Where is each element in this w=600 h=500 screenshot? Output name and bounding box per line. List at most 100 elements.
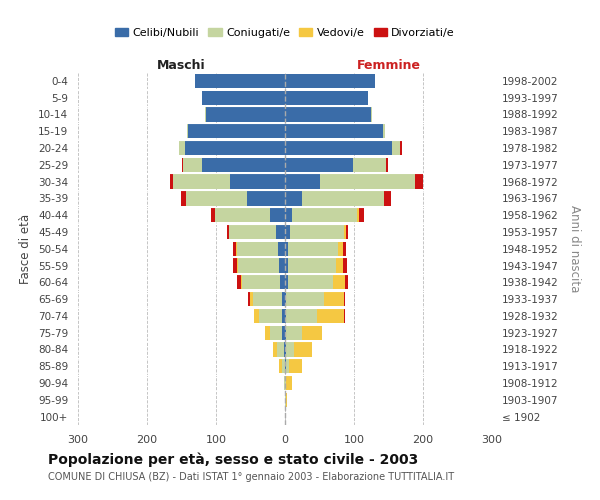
Bar [344, 225, 346, 239]
Bar [400, 141, 401, 155]
Bar [280, 275, 285, 289]
Bar [353, 158, 386, 172]
Bar [285, 141, 392, 155]
Bar [205, 108, 206, 122]
Bar [288, 275, 332, 289]
Bar [202, 90, 285, 105]
Bar [294, 342, 312, 356]
Bar [338, 242, 343, 256]
Bar [302, 326, 322, 340]
Bar [211, 208, 215, 222]
Bar [285, 74, 374, 88]
Bar [281, 309, 285, 323]
Bar [285, 359, 286, 374]
Bar [285, 192, 302, 205]
Bar [317, 309, 344, 323]
Bar [336, 258, 343, 272]
Bar [242, 275, 280, 289]
Bar [345, 275, 349, 289]
Bar [392, 141, 400, 155]
Bar [196, 74, 285, 88]
Bar [289, 359, 302, 374]
Legend: Celibi/Nubili, Coniugati/e, Vedovi/e, Divorziati/e: Celibi/Nubili, Coniugati/e, Vedovi/e, Di… [110, 24, 460, 42]
Bar [343, 258, 347, 272]
Bar [325, 292, 344, 306]
Bar [383, 124, 385, 138]
Bar [286, 359, 289, 374]
Bar [170, 174, 173, 188]
Bar [285, 90, 368, 105]
Bar [286, 392, 287, 407]
Bar [285, 258, 288, 272]
Y-axis label: Anni di nascita: Anni di nascita [568, 205, 581, 292]
Bar [238, 258, 280, 272]
Bar [302, 192, 383, 205]
Bar [276, 225, 285, 239]
Bar [282, 326, 285, 340]
Bar [230, 174, 285, 188]
Text: Popolazione per età, sesso e stato civile - 2003: Popolazione per età, sesso e stato civil… [48, 452, 418, 467]
Bar [286, 376, 292, 390]
Bar [202, 158, 285, 172]
Bar [185, 141, 285, 155]
Bar [359, 208, 364, 222]
Bar [285, 158, 353, 172]
Bar [281, 359, 285, 374]
Bar [286, 326, 302, 340]
Bar [280, 258, 285, 272]
Bar [270, 208, 285, 222]
Bar [285, 376, 286, 390]
Bar [181, 192, 187, 205]
Bar [285, 342, 286, 356]
Bar [285, 225, 290, 239]
Bar [285, 108, 371, 122]
Bar [179, 141, 185, 155]
Bar [247, 192, 285, 205]
Bar [371, 108, 372, 122]
Bar [233, 242, 236, 256]
Bar [285, 174, 320, 188]
Bar [187, 192, 247, 205]
Bar [288, 258, 336, 272]
Bar [285, 292, 286, 306]
Bar [343, 242, 346, 256]
Bar [344, 292, 345, 306]
Bar [415, 174, 423, 188]
Text: Femmine: Femmine [356, 58, 421, 71]
Bar [182, 158, 183, 172]
Bar [187, 124, 188, 138]
Bar [259, 309, 281, 323]
Bar [285, 275, 288, 289]
Bar [279, 359, 281, 374]
Bar [286, 309, 317, 323]
Bar [285, 309, 286, 323]
Bar [358, 208, 359, 222]
Bar [286, 342, 294, 356]
Bar [253, 292, 281, 306]
Bar [285, 242, 289, 256]
Bar [383, 192, 391, 205]
Bar [290, 225, 344, 239]
Bar [286, 292, 325, 306]
Bar [229, 225, 276, 239]
Text: COMUNE DI CHIUSA (BZ) - Dati ISTAT 1° gennaio 2003 - Elaborazione TUTTITALIA.IT: COMUNE DI CHIUSA (BZ) - Dati ISTAT 1° ge… [48, 472, 454, 482]
Bar [241, 275, 242, 289]
Bar [237, 242, 278, 256]
Bar [320, 174, 415, 188]
Bar [233, 258, 238, 272]
Bar [386, 158, 388, 172]
Bar [254, 309, 259, 323]
Bar [173, 174, 230, 188]
Bar [285, 124, 383, 138]
Bar [183, 158, 202, 172]
Bar [272, 342, 277, 356]
Bar [277, 342, 284, 356]
Bar [206, 108, 285, 122]
Y-axis label: Fasce di età: Fasce di età [19, 214, 32, 284]
Bar [250, 292, 253, 306]
Bar [215, 208, 270, 222]
Bar [284, 376, 285, 390]
Bar [238, 275, 241, 289]
Bar [265, 326, 270, 340]
Bar [332, 275, 345, 289]
